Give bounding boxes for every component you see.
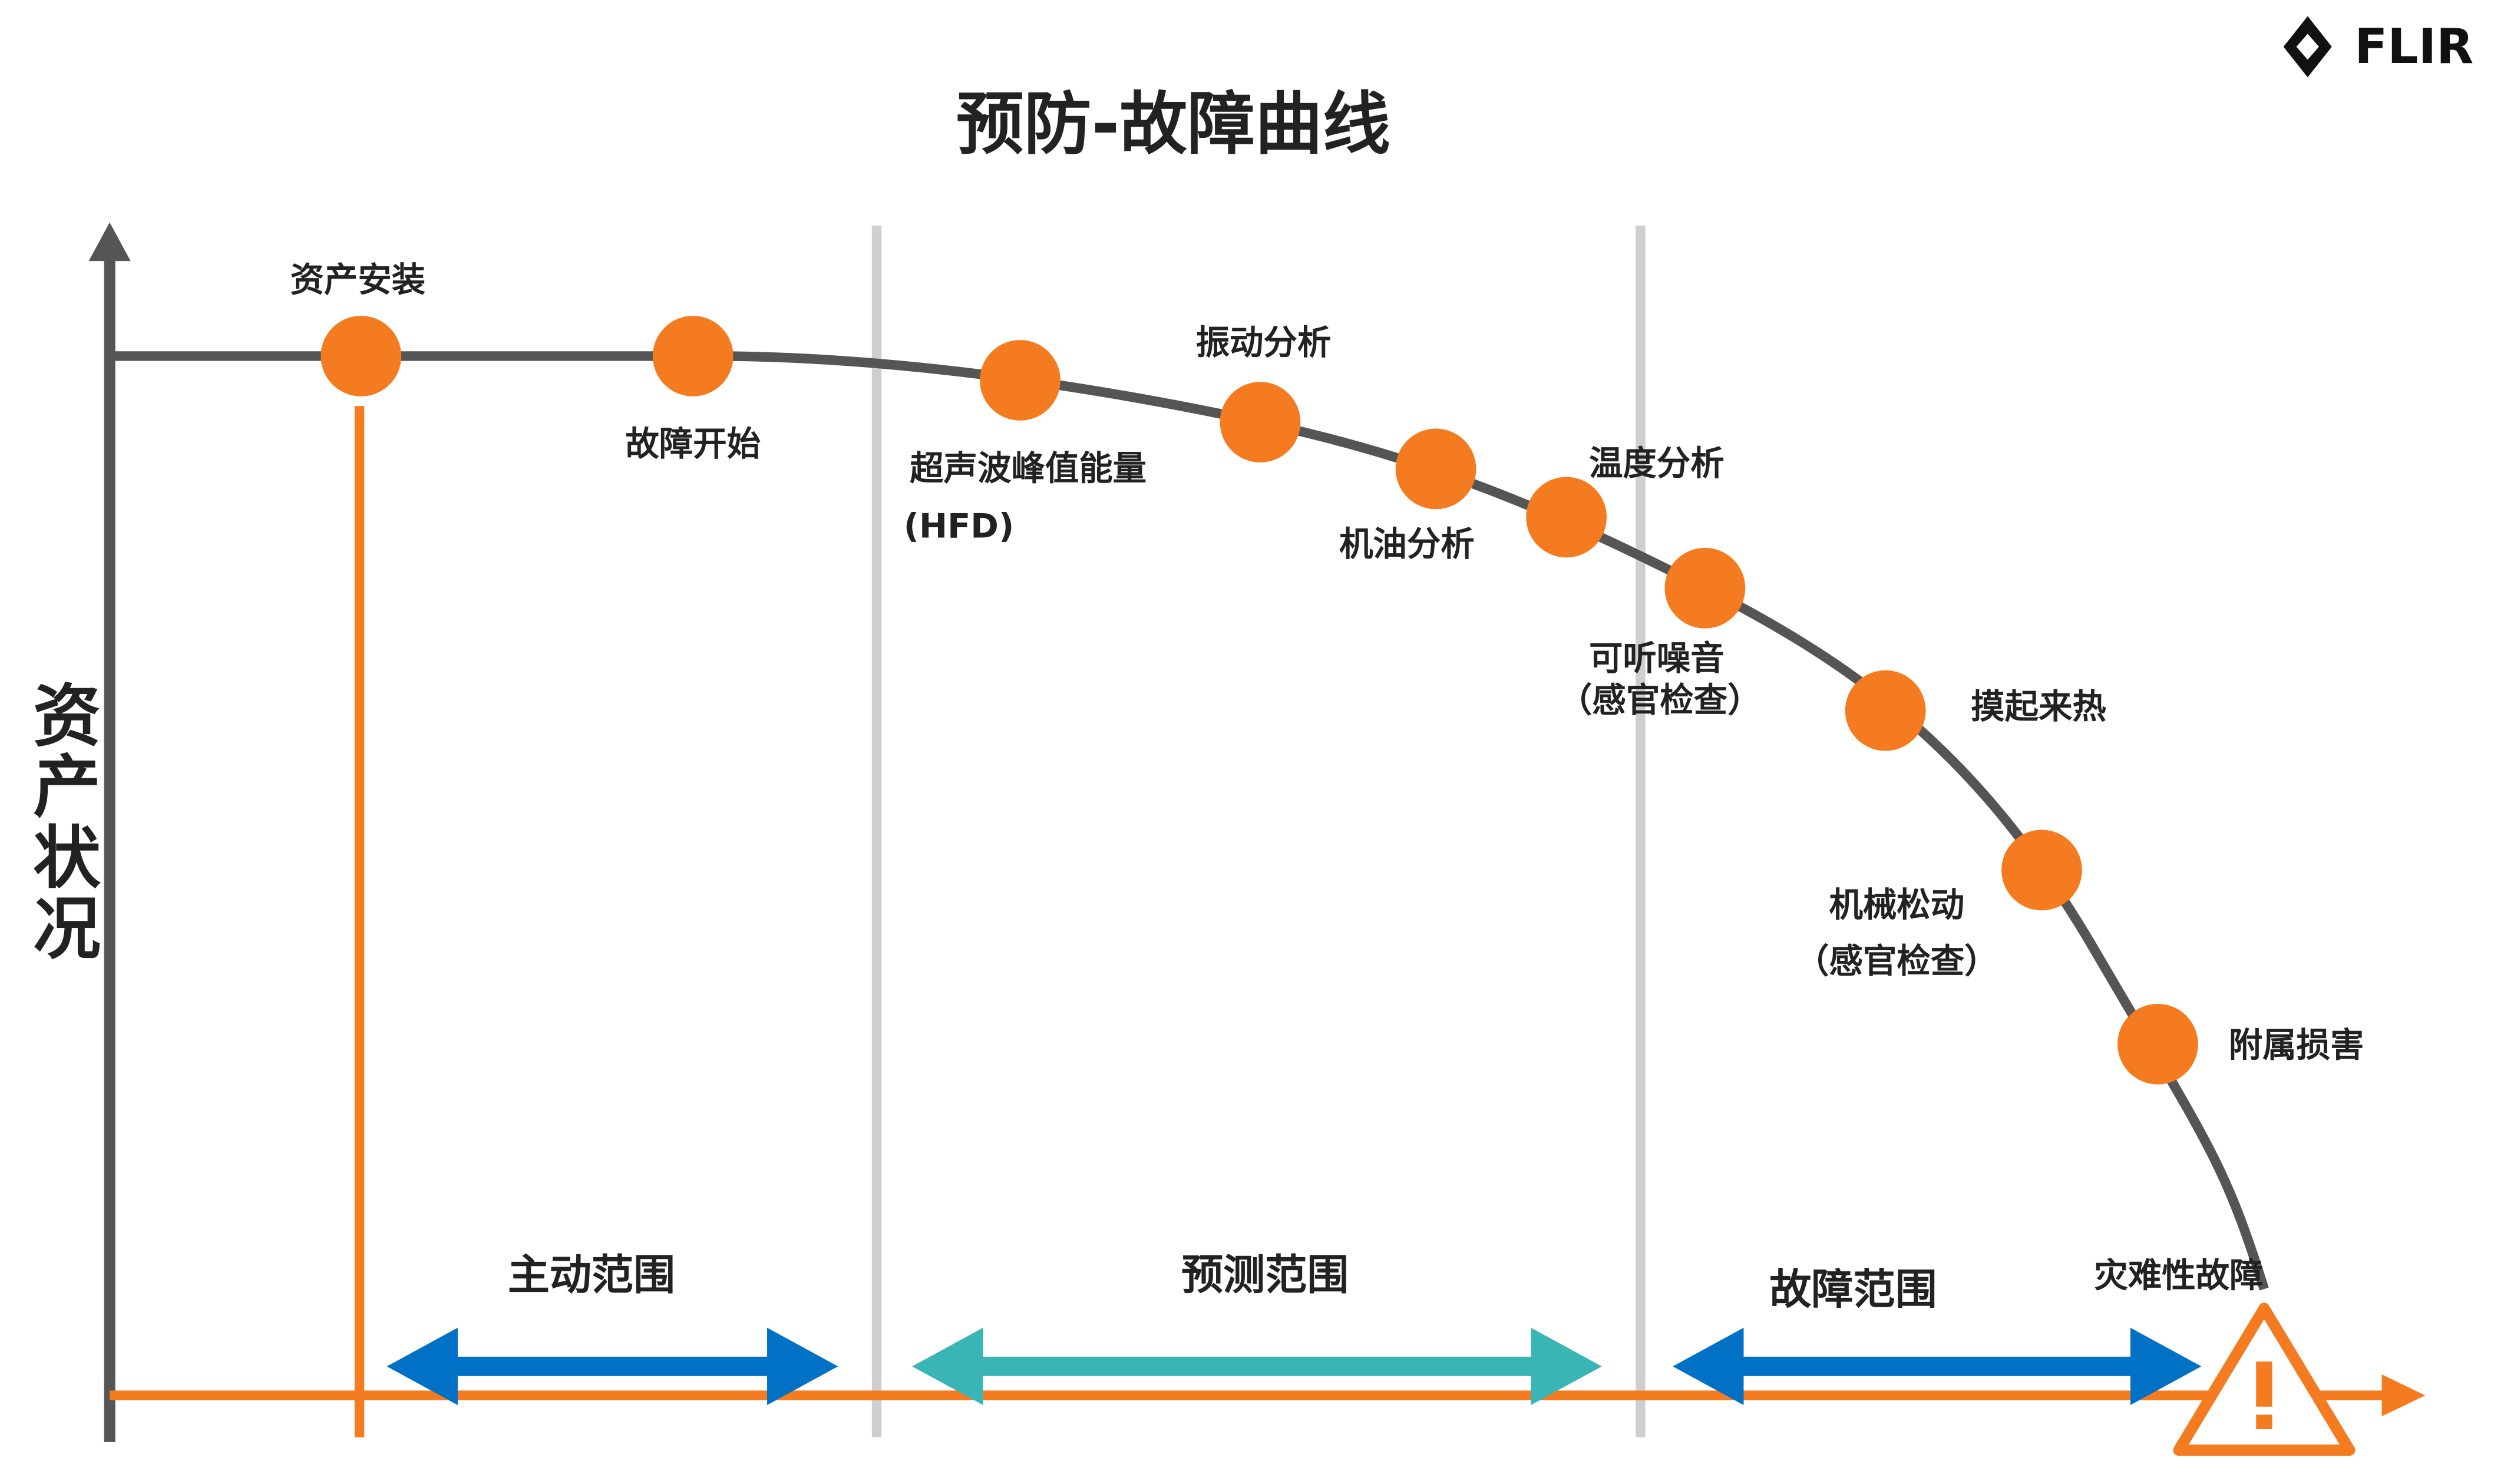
logo-text: FLIR [2354,19,2473,75]
point [2117,1003,2198,1085]
node-label: 故障开始 [625,424,761,464]
point [1395,428,1476,510]
range-arrow-head [1673,1327,1744,1405]
y-axis-arrow [88,222,131,262]
node-note: （感官检查） [1558,680,1762,720]
node-label: 温度分析 [1589,444,1725,483]
range-label: 预测范围 [1181,1250,1349,1299]
node-label: 机油分析 [1339,524,1475,564]
node-note: （感官检查） [1795,941,1998,981]
node-label: 机械松动 [1829,885,1964,924]
end-label: 灾难性故障 [2094,1256,2263,1295]
range-arrow-head [767,1327,838,1405]
y-axis-label: 资产状况 [22,680,101,963]
warning-mark [2256,1414,2272,1430]
node-label: 附属损害 [2229,1025,2364,1065]
curve-points [321,316,2198,1085]
point [2001,829,2082,911]
point [321,316,402,396]
range-arrow-head [912,1327,983,1405]
node-label: 摸起来热 [1971,687,2106,726]
node-label: 超声波峰值能量 [910,448,1147,488]
logo: FLIR [2283,16,2473,78]
range-label: 故障范围 [1769,1265,1937,1314]
point [1526,477,1607,558]
logo-mark [2296,34,2319,60]
warning-icon [2173,1303,2356,1456]
range-arrows [386,1327,2202,1405]
range-arrow-head [1531,1327,1602,1405]
point [980,340,1061,421]
time-axis-arrow [2381,1374,2426,1417]
point [1845,670,1926,751]
range-arrow-head [2130,1327,2202,1405]
point [1220,382,1301,462]
node-label: 振动分析 [1196,323,1332,362]
node-label: 资产安装 [290,260,425,299]
pf-curve [110,351,2269,1291]
title: 预防-故障曲线 [956,85,1390,164]
point [1664,547,1746,629]
range-arrow-head [386,1327,458,1405]
node-label: 可听噪音 [1589,639,1725,678]
range-label: 主动范围 [508,1250,675,1299]
node-note: (HFD) [904,507,1014,546]
point [652,316,734,396]
warning-mark [2256,1361,2272,1407]
